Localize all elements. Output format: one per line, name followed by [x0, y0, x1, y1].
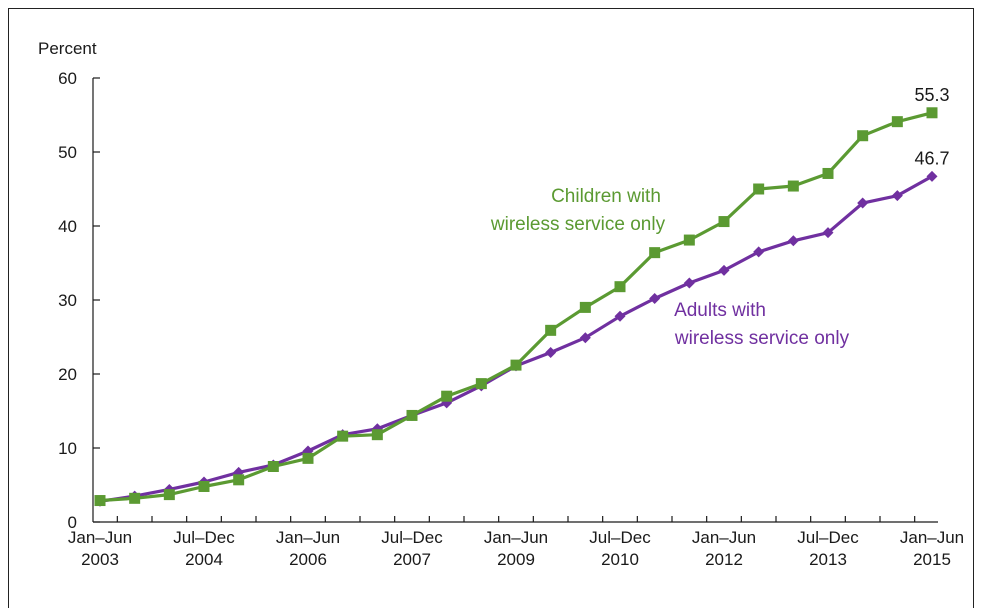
end-value-label-adults: 46.7: [914, 148, 949, 168]
series-line-children: [99, 111, 933, 503]
x-tick-label-year: 2015: [913, 550, 951, 569]
x-tick-label: Jul–Dec: [797, 528, 859, 547]
data-point-children: [718, 216, 730, 228]
data-point-adults: [683, 277, 695, 289]
data-point-children: [475, 378, 487, 390]
data-point-children: [163, 489, 175, 501]
y-tick-label: 10: [58, 439, 77, 458]
y-axis-title: Percent: [38, 39, 97, 58]
data-point-children: [441, 390, 453, 402]
data-point-adults: [579, 332, 591, 344]
y-tick-label: 0: [68, 513, 77, 532]
y-tick-label: 20: [58, 365, 77, 384]
data-point-children: [94, 495, 106, 507]
x-tick-label: Jul–Dec: [589, 528, 651, 547]
x-tick-label: Jan–Jun: [276, 528, 340, 547]
x-tick-label: Jul–Dec: [173, 528, 235, 547]
x-tick-label: Jul–Dec: [381, 528, 443, 547]
data-point-children: [614, 281, 626, 293]
data-point-adults: [649, 293, 661, 305]
x-tick-label: Jan–Jun: [484, 528, 548, 547]
data-point-children: [233, 474, 245, 486]
x-tick-label-year: 2010: [601, 550, 639, 569]
data-point-children: [787, 180, 799, 192]
chart-frame: [8, 8, 974, 608]
data-point-adults: [718, 264, 730, 276]
x-tick-label-year: 2003: [81, 550, 119, 569]
data-point-children: [510, 359, 522, 371]
data-point-adults: [753, 246, 765, 258]
data-point-children: [753, 183, 765, 195]
data-point-children: [545, 324, 557, 336]
x-tick-label-year: 2006: [289, 550, 327, 569]
data-point-children: [857, 130, 869, 142]
series-label-children-line1: Children with: [551, 186, 661, 207]
y-tick-label: 30: [58, 291, 77, 310]
data-point-adults: [822, 227, 834, 239]
data-point-children: [649, 247, 661, 259]
x-tick-label: Jan–Jun: [692, 528, 756, 547]
data-point-adults: [891, 190, 903, 202]
x-tick-label: Jan–Jun: [68, 528, 132, 547]
data-point-adults: [857, 197, 869, 209]
y-tick-label: 50: [58, 143, 77, 162]
x-tick-label: Jan–Jun: [900, 528, 964, 547]
x-tick-label-year: 2013: [809, 550, 847, 569]
data-point-children: [926, 107, 938, 119]
x-tick-label-year: 2009: [497, 550, 535, 569]
data-point-adults: [926, 170, 938, 182]
y-tick-label: 60: [58, 69, 77, 88]
data-point-children: [267, 461, 279, 472]
end-value-label-children: 55.3: [914, 85, 949, 105]
series-label-adults-line2: wireless service only: [674, 328, 850, 349]
data-point-children: [337, 430, 349, 442]
data-point-children: [371, 429, 383, 441]
x-tick-label-year: 2012: [705, 550, 743, 569]
y-tick-label: 40: [58, 217, 77, 236]
data-point-adults: [545, 347, 557, 359]
series-label-children-line2: wireless service only: [490, 214, 666, 235]
data-point-children: [406, 409, 418, 421]
data-point-children: [302, 452, 314, 464]
x-tick-label-year: 2004: [185, 550, 223, 569]
data-point-children: [129, 492, 141, 504]
data-point-adults: [614, 310, 626, 322]
data-point-children: [683, 234, 695, 246]
data-point-children: [822, 167, 834, 179]
data-point-children: [198, 480, 210, 492]
x-tick-label-year: 2007: [393, 550, 431, 569]
data-point-adults: [787, 235, 799, 247]
data-point-children: [579, 301, 591, 313]
series-label-adults-line1: Adults with: [674, 300, 766, 321]
data-point-children: [891, 116, 903, 128]
